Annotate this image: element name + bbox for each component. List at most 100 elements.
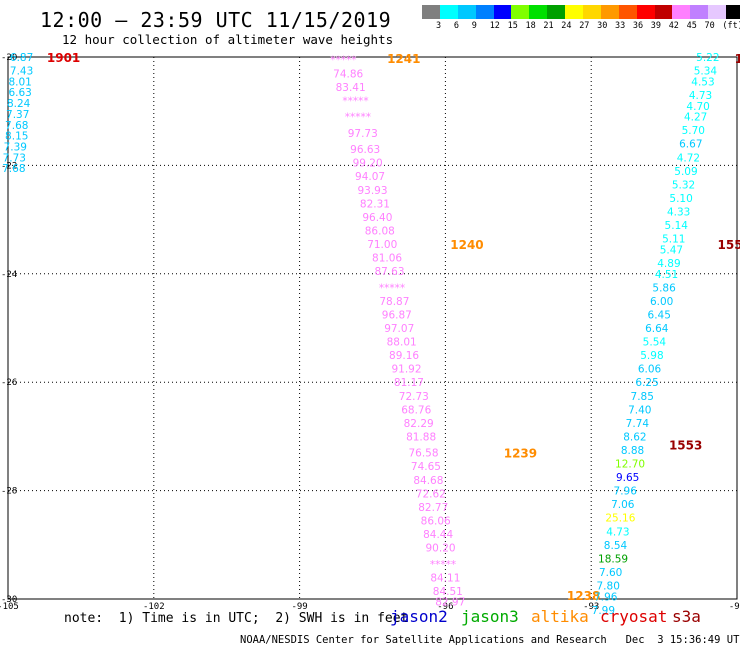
wave-height-value: 94.07 [355, 171, 385, 183]
pass-label: 1238 [567, 589, 600, 603]
plot-frame [7, 56, 738, 600]
wave-height-value: 6.63 [8, 87, 31, 99]
wave-height-value: 99.20 [353, 158, 383, 170]
wave-height-value: 82.31 [360, 198, 390, 210]
scale-label: 21 [543, 21, 554, 31]
x-tick-label: -90 [729, 602, 740, 612]
wave-height-value: 5.54 [643, 337, 667, 349]
x-tick-label: -96 [437, 602, 453, 612]
scale-swatch [618, 5, 637, 19]
scale-swatch [475, 5, 494, 19]
scale-label: 3 [436, 21, 442, 31]
y-tick-label: -26 [1, 378, 17, 388]
wave-height-value: 68.76 [401, 404, 431, 416]
pass-label: 1239 [504, 447, 537, 461]
wave-height-value: 6.64 [645, 323, 669, 335]
wave-height-value: 8.01 [8, 76, 31, 88]
y-tick-label: -24 [1, 270, 17, 280]
wave-height-value: 7.68 [2, 163, 25, 175]
wave-height-value: 7.40 [628, 404, 651, 416]
wave-height-value: 97.07 [384, 323, 414, 335]
wave-height-value: 81.17 [394, 377, 424, 389]
chart-title: 12:00 – 23:59 UTC 11/15/2019 [40, 8, 392, 32]
wave-height-value: 96.40 [362, 212, 392, 224]
color-scale [422, 5, 740, 19]
scale-swatch [672, 5, 691, 19]
wave-height-value: 4.73 [606, 526, 629, 538]
wave-height-value: 89.16 [389, 350, 419, 362]
scale-swatch [565, 5, 584, 19]
wave-height-value: 5.14 [665, 220, 689, 232]
wave-height-value: 7.96 [614, 486, 638, 498]
scale-swatch [636, 5, 655, 19]
wave-height-value: 83.41 [336, 82, 366, 94]
wave-height-value: 4.73 [689, 90, 712, 102]
scale-swatch [726, 5, 740, 19]
wave-height-value: 84.68 [413, 475, 443, 487]
wave-height-value: 7.85 [631, 391, 654, 403]
pass-label: 1241 [387, 52, 420, 66]
pass-label: 1552 [718, 238, 740, 252]
wave-height-value: 25.16 [605, 513, 635, 525]
wave-height-value: 7.06 [611, 499, 635, 511]
x-tick-label: -105 [0, 602, 19, 612]
wave-height-value: 4.89 [657, 258, 680, 270]
legend-jason3: jason3 [461, 607, 519, 626]
pass-label: 15 [735, 52, 740, 66]
scale-swatch [439, 5, 458, 19]
footer-note: note: 1) Time is in UTC; 2) SWH is in fe… [64, 611, 409, 626]
scale-label: 42 [668, 21, 679, 31]
scale-swatch [422, 5, 440, 19]
wave-height-value: 86.06 [421, 515, 451, 527]
wave-height-value: 4.51 [655, 269, 678, 281]
wave-height-value: 4.27 [684, 112, 707, 124]
wave-height-value: 72.62 [416, 488, 446, 500]
wave-height-value: 4.33 [667, 206, 690, 218]
wave-height-value: 8.15 [5, 131, 28, 143]
wave-height-value: 5.11 [662, 234, 685, 246]
wave-height-value: 7.73 [3, 152, 26, 164]
scale-swatch [457, 5, 476, 19]
y-tick-label: -20 [1, 53, 17, 63]
wave-height-value: 6.45 [648, 309, 671, 321]
wave-height-value: ***** [342, 95, 368, 107]
pass-label: 1240 [450, 238, 483, 252]
wave-height-value: 8.62 [623, 431, 646, 443]
wave-height-value: 5.22 [696, 52, 719, 64]
scale-label: 33 [615, 21, 626, 31]
wave-height-value: 82.77 [418, 502, 448, 514]
scale-label: 27 [579, 21, 590, 31]
wave-height-value: 96.87 [382, 309, 412, 321]
wave-height-value: 7.43 [10, 66, 33, 78]
wave-height-value: 7.74 [626, 418, 650, 430]
wave-height-value: ***** [330, 55, 356, 67]
wave-height-value: 84.51 [433, 586, 463, 598]
legend-cryosat: cryosat [600, 607, 668, 626]
scale-swatch [600, 5, 619, 19]
wave-height-value: 6.06 [638, 364, 662, 376]
wave-height-value: 84.44 [423, 529, 453, 541]
wave-height-value: 4.53 [691, 76, 714, 88]
wave-height-value: 4.72 [677, 152, 700, 164]
wave-height-value: 5.32 [672, 179, 695, 191]
wave-height-value: 8.24 [7, 98, 31, 110]
wave-height-value: 86.08 [365, 225, 395, 237]
wave-height-value: 6.67 [679, 139, 702, 151]
legend-altika: altika [531, 607, 589, 626]
wave-height-value: ***** [379, 282, 405, 294]
scale-swatch [690, 5, 709, 19]
wave-height-value: 6.87 [10, 52, 33, 64]
scale-label: 18 [525, 21, 536, 31]
wave-height-value: 5.10 [669, 193, 692, 205]
wave-height-value: 4.70 [686, 101, 709, 113]
scale-label: 39 [650, 21, 662, 31]
wave-height-value: 78.87 [379, 296, 409, 308]
wave-height-value: 76.58 [408, 448, 438, 460]
scale-label: (ft) [722, 21, 740, 31]
wave-height-value: 6.00 [650, 296, 673, 308]
wave-height-value: 9.65 [616, 472, 639, 484]
wave-height-value: 91.92 [391, 364, 421, 376]
wave-height-value: 5.98 [640, 350, 663, 362]
wave-height-value: 7.68 [5, 120, 28, 132]
